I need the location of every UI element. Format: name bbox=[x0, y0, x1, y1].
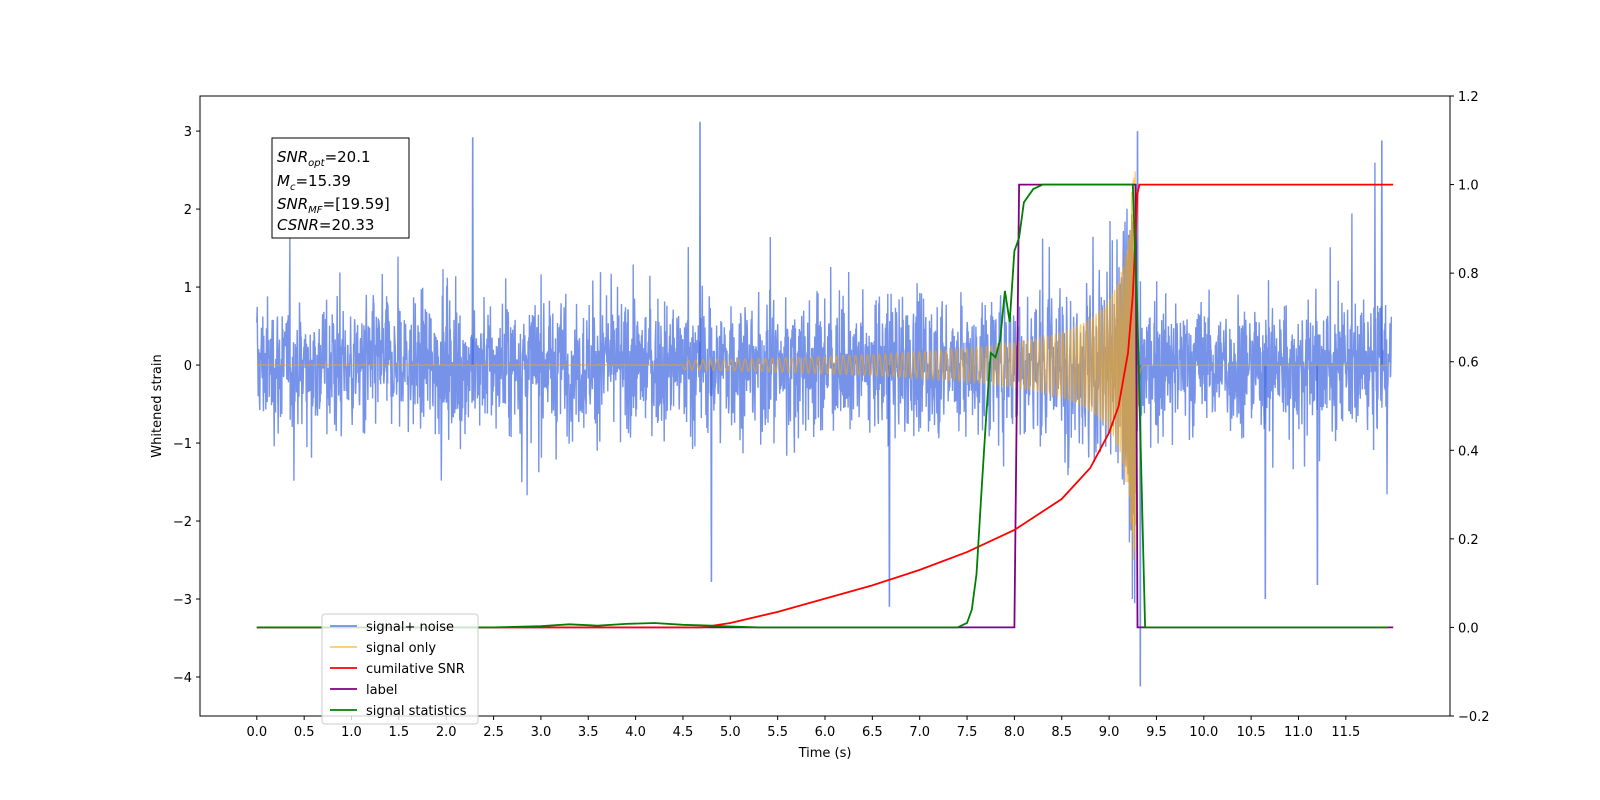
x-tick-label: 2.0 bbox=[436, 725, 457, 740]
y-left-tick-label: −2 bbox=[173, 515, 192, 530]
annotation-4-value: =20.33 bbox=[319, 216, 375, 234]
y-right-tick-label: 1.2 bbox=[1458, 90, 1479, 105]
x-axis-label: Time (s) bbox=[798, 746, 852, 761]
plot-area bbox=[256, 121, 1394, 687]
x-tick-label: 1.0 bbox=[341, 725, 362, 740]
legend-label: signal+ noise bbox=[366, 620, 454, 635]
x-tick-label: 3.5 bbox=[578, 725, 599, 740]
x-tick-label: 4.5 bbox=[673, 725, 694, 740]
y-right-tick-label: 0.6 bbox=[1458, 356, 1479, 371]
x-axis: 0.0 0.5 1.0 1.5 2.0 2.5 3.0 3.5 4.0 4.5 5.0 5.5 6.0 6… bbox=[246, 716, 1360, 740]
series-signal-statistics bbox=[256, 183, 1389, 629]
x-tick-label: 5.0 bbox=[720, 725, 741, 740]
annotation-1-value: =20.1 bbox=[325, 148, 371, 166]
y-axis-label-left: Whitened strain bbox=[150, 354, 165, 457]
annotation-box: SNRopt=20.1 Mc=15.39 SNRMF=[19.59] CSNR=… bbox=[271, 137, 410, 239]
x-tick-label: 5.5 bbox=[767, 725, 788, 740]
annotation-line-4: CSNR=20.33 bbox=[277, 216, 374, 234]
annotation-3-label: SNR bbox=[277, 195, 308, 213]
series-signal-only bbox=[256, 171, 1392, 560]
y-left-tick-label: −1 bbox=[173, 437, 192, 452]
legend-label: signal only bbox=[366, 641, 436, 656]
annotation-2-sub: c bbox=[290, 182, 296, 193]
y-right-tick-label: −0.2 bbox=[1458, 710, 1490, 725]
x-tick-label: 11.5 bbox=[1331, 725, 1360, 740]
x-tick-label: 10.0 bbox=[1189, 725, 1218, 740]
annotation-3-value: =[19.59] bbox=[323, 195, 390, 213]
x-tick-label: 8.5 bbox=[1051, 725, 1072, 740]
y-left-tick-label: 0 bbox=[184, 359, 192, 374]
y-left-tick-label: 3 bbox=[184, 125, 192, 140]
annotation-line-1: SNRopt=20.1 bbox=[277, 148, 371, 169]
x-tick-label: 10.5 bbox=[1237, 725, 1266, 740]
y-right-tick-label: 0.8 bbox=[1458, 267, 1479, 282]
y-left-tick-label: −3 bbox=[173, 593, 192, 608]
x-tick-label: 6.5 bbox=[862, 725, 883, 740]
y-right-tick-label: 0.2 bbox=[1458, 533, 1479, 548]
y-left-tick-label: 2 bbox=[184, 203, 192, 218]
x-tick-label: 11.0 bbox=[1284, 725, 1313, 740]
y-left-tick-label: −4 bbox=[173, 671, 192, 686]
series-signal-noise bbox=[256, 162, 1392, 604]
annotation-line-2: Mc=15.39 bbox=[277, 172, 351, 193]
x-tick-label: 0.0 bbox=[246, 725, 267, 740]
y-axis-left: 3 2 1 0 −1 −2 −3 −4 bbox=[173, 125, 200, 686]
x-tick-label: 1.5 bbox=[389, 725, 410, 740]
x-tick-label: 9.5 bbox=[1146, 725, 1167, 740]
annotation-2-label: M bbox=[277, 172, 290, 190]
series-signal-noise-peaks bbox=[471, 121, 1383, 687]
legend-label: cumilative SNR bbox=[366, 662, 465, 677]
series-cumulative-snr bbox=[256, 183, 1394, 629]
annotation-1-sub: opt bbox=[308, 158, 325, 169]
annotation-line-3: SNRMF=[19.59] bbox=[277, 195, 390, 216]
y-right-tick-label: 0.0 bbox=[1458, 621, 1479, 636]
x-tick-label: 7.0 bbox=[909, 725, 930, 740]
annotation-2-value: =15.39 bbox=[295, 172, 351, 190]
x-tick-label: 6.0 bbox=[815, 725, 836, 740]
y-right-tick-label: 1.0 bbox=[1458, 179, 1479, 194]
annotation-4-label: CSNR bbox=[277, 216, 319, 234]
annotation-1-label: SNR bbox=[277, 148, 308, 166]
x-tick-label: 0.5 bbox=[294, 725, 315, 740]
x-tick-label: 4.0 bbox=[625, 725, 646, 740]
y-right-tick-label: 0.4 bbox=[1458, 444, 1479, 459]
x-tick-label: 7.5 bbox=[957, 725, 978, 740]
legend-label: label bbox=[366, 683, 397, 698]
annotation-3-sub: MF bbox=[308, 205, 323, 216]
x-tick-label: 2.5 bbox=[483, 725, 504, 740]
y-axis-right: 1.2 1.0 0.8 0.6 0.4 0.2 0.0 −0.2 bbox=[1450, 90, 1490, 725]
x-tick-label: 8.0 bbox=[1004, 725, 1025, 740]
y-left-tick-label: 1 bbox=[184, 281, 192, 296]
legend: signal+ noise signal only cumilative SNR la… bbox=[321, 613, 479, 725]
legend-frame bbox=[321, 613, 479, 725]
legend-label: signal statistics bbox=[366, 704, 467, 719]
x-tick-label: 9.0 bbox=[1099, 725, 1120, 740]
x-tick-label: 3.0 bbox=[531, 725, 552, 740]
